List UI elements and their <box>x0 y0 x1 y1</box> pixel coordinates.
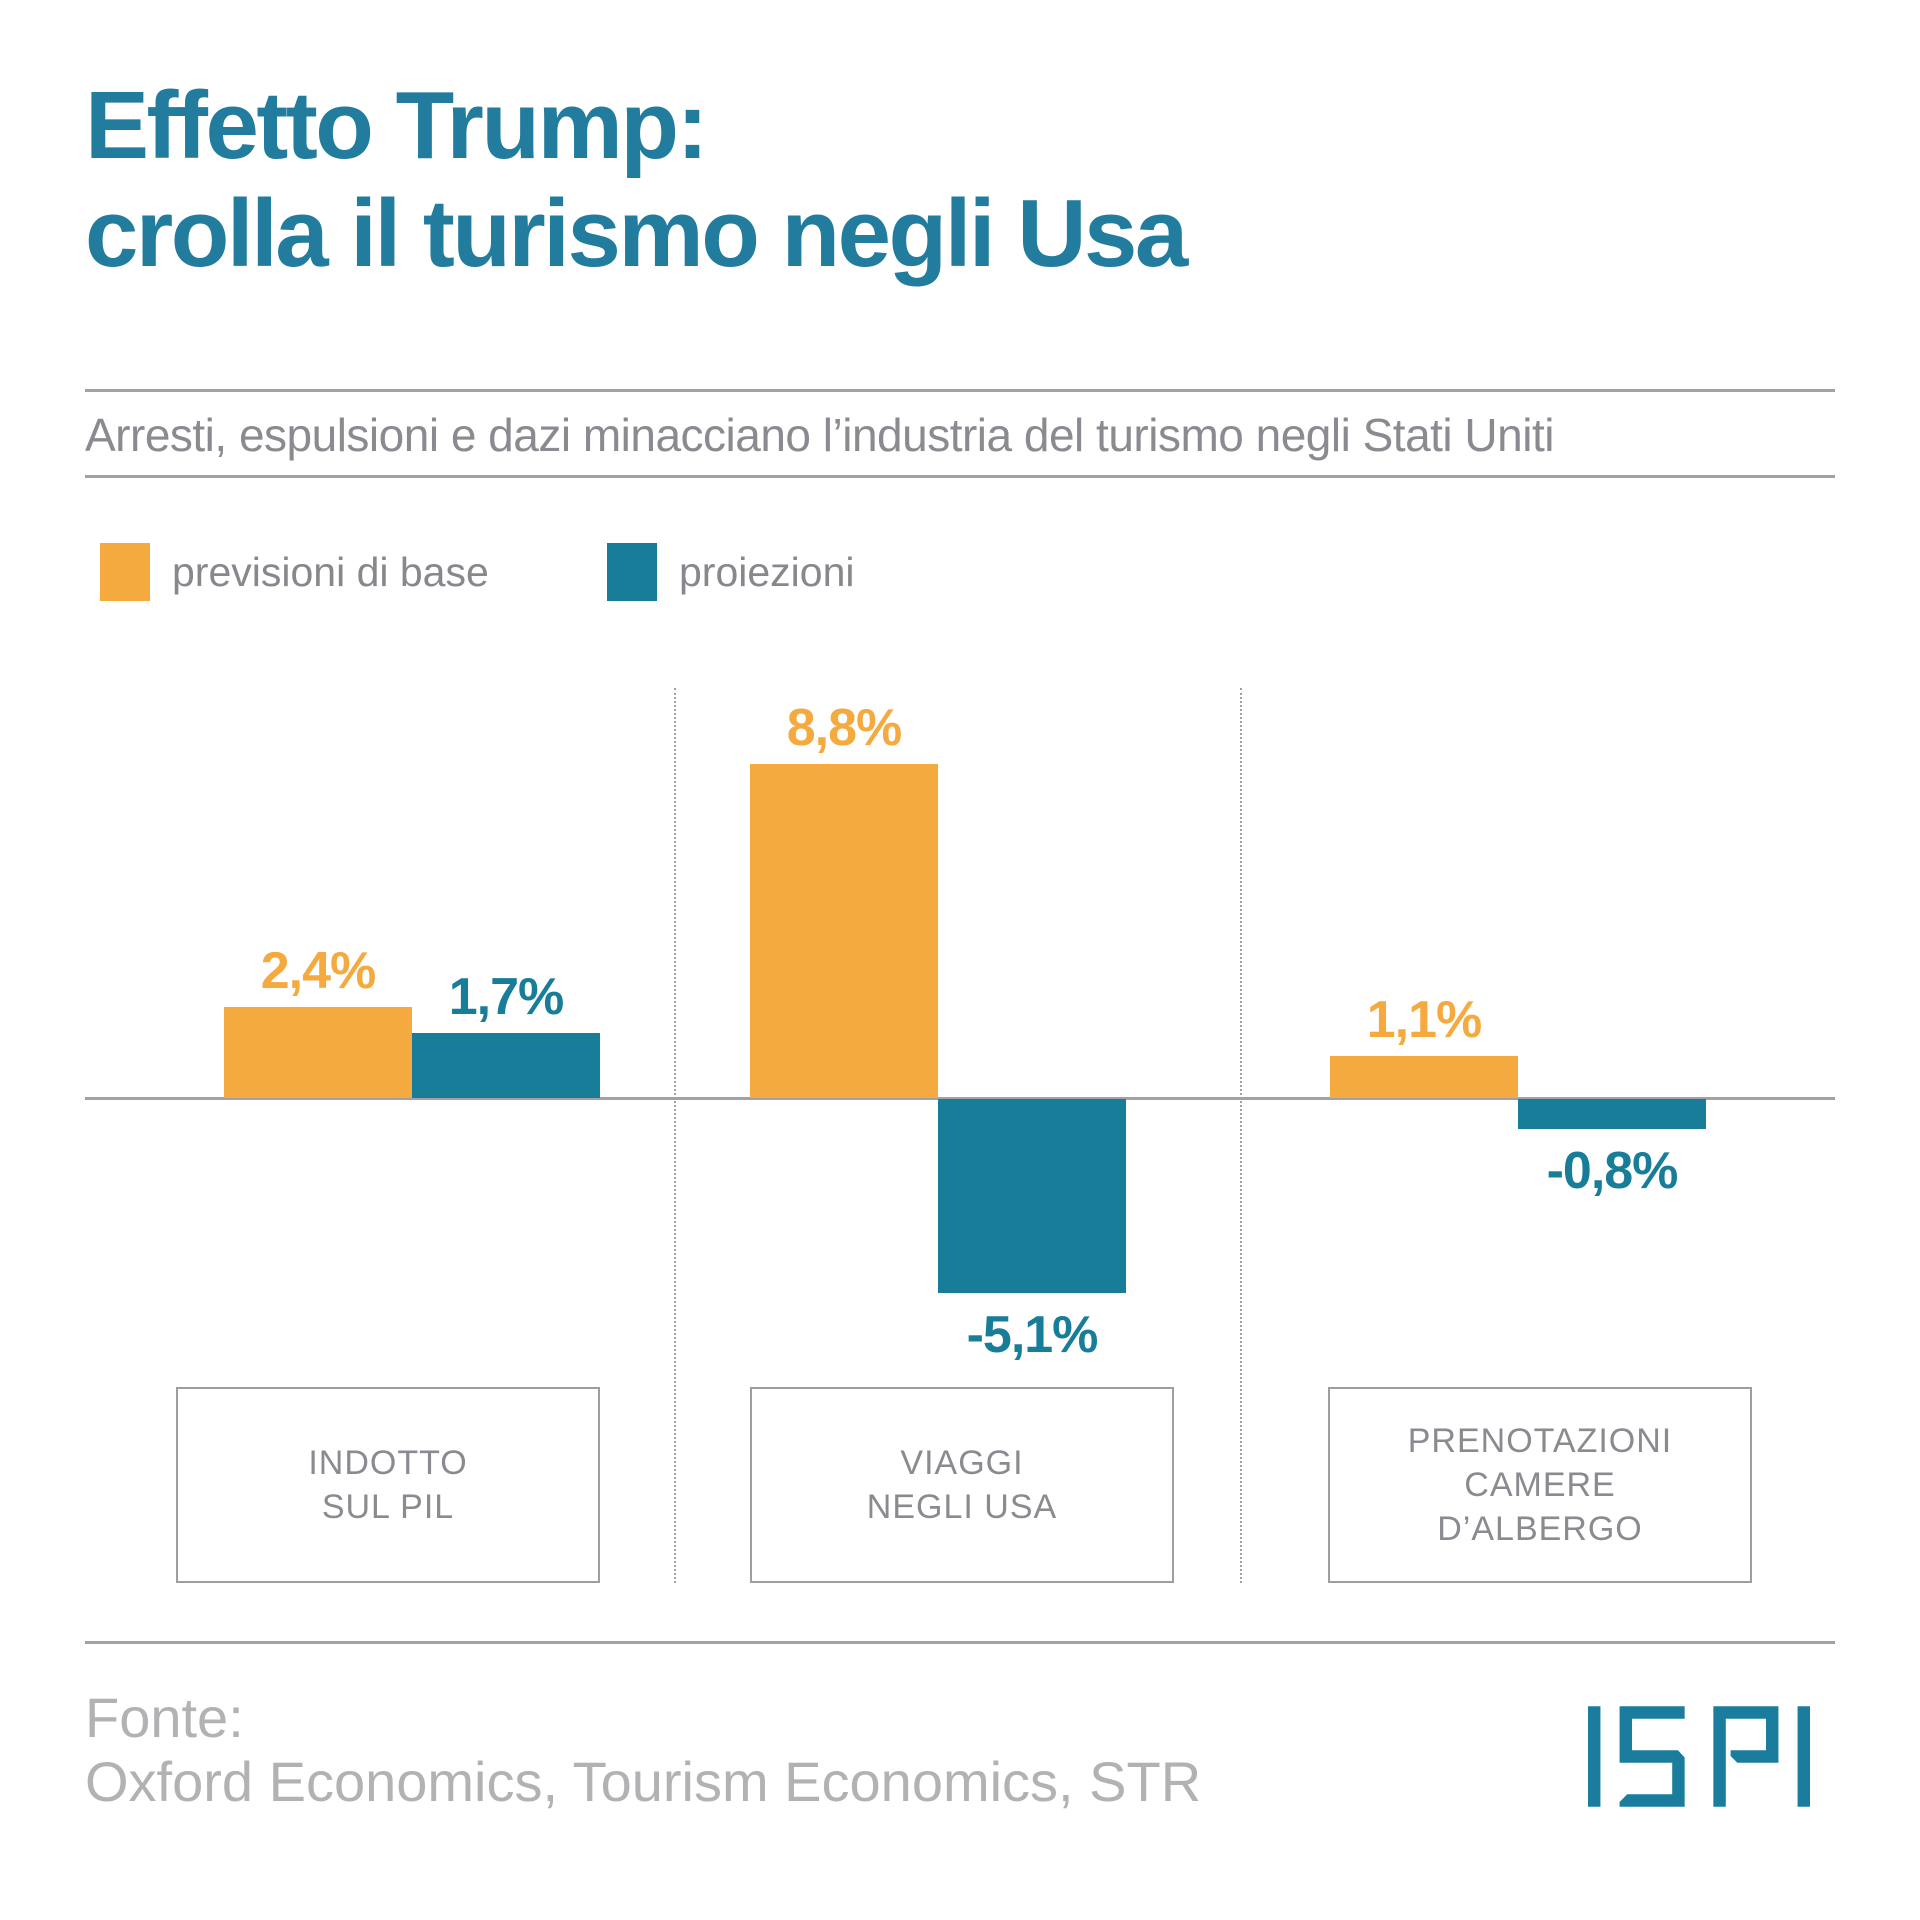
legend-label-proiezioni: proiezioni <box>679 549 855 595</box>
legend-swatch-previsioni <box>100 543 150 601</box>
bar-value-label: 2,4% <box>260 942 377 1000</box>
legend-item-previsioni: previsioni di base <box>100 543 489 601</box>
legend-label-previsioni: previsioni di base <box>172 549 489 595</box>
divider-line-middle <box>85 475 1835 478</box>
bar-value-label: -0,8% <box>1546 1142 1679 1200</box>
ispi-letter-i1 <box>1588 1706 1601 1807</box>
category-label: PRENOTAZIONI CAMERE D’ALBERGO <box>1407 1421 1673 1549</box>
dotted-separator-1 <box>674 688 676 1583</box>
source-text: Oxford Economics, Tourism Economics, STR <box>85 1750 1202 1813</box>
ispi-letter-i2 <box>1797 1706 1810 1807</box>
category-box-indotto-sul-pil: INDOTTO SUL PIL <box>176 1387 600 1583</box>
x-axis-line <box>85 1097 1835 1100</box>
source-label: Fonte: <box>85 1686 244 1749</box>
category-box-viaggi-negli-usa: VIAGGI NEGLI USA <box>750 1387 1174 1583</box>
bar-proiezioni <box>1518 1099 1706 1129</box>
dotted-separator-2 <box>1240 688 1242 1583</box>
legend-swatch-proiezioni <box>607 543 657 601</box>
category-label: VIAGGI NEGLI USA <box>866 1443 1058 1526</box>
bar-proiezioni <box>938 1099 1126 1293</box>
bar-value-label: 1,7% <box>448 968 565 1026</box>
ispi-letter-s <box>1619 1706 1685 1807</box>
category-box-prenotazioni-camere: PRENOTAZIONI CAMERE D’ALBERGO <box>1328 1387 1752 1583</box>
ispi-logo <box>1588 1706 1810 1807</box>
divider-line-bottom <box>85 1641 1835 1644</box>
divider-line-top <box>85 389 1835 392</box>
bar-previsioni-di-base <box>224 1007 412 1098</box>
page-title: Effetto Trump: crolla il turismo negli U… <box>85 72 1845 287</box>
page-title-line-1: Effetto Trump: <box>85 72 708 179</box>
source-block: Fonte: Oxford Economics, Tourism Economi… <box>85 1686 1201 1814</box>
page-title-line-2: crolla il turismo negli Usa <box>85 179 1188 287</box>
bar-value-label: -5,1% <box>966 1306 1099 1364</box>
bar-proiezioni <box>412 1033 600 1098</box>
ispi-letter-p <box>1713 1706 1779 1807</box>
category-label: INDOTTO SUL PIL <box>308 1443 468 1526</box>
bar-previsioni-di-base <box>750 764 938 1098</box>
bar-previsioni-di-base <box>1330 1056 1518 1098</box>
subtitle: Arresti, espulsioni e dazi minacciano l’… <box>85 409 1554 461</box>
bar-value-label: 8,8% <box>786 699 903 757</box>
bar-value-label: 1,1% <box>1366 991 1483 1049</box>
legend-item-proiezioni: proiezioni <box>607 543 855 601</box>
